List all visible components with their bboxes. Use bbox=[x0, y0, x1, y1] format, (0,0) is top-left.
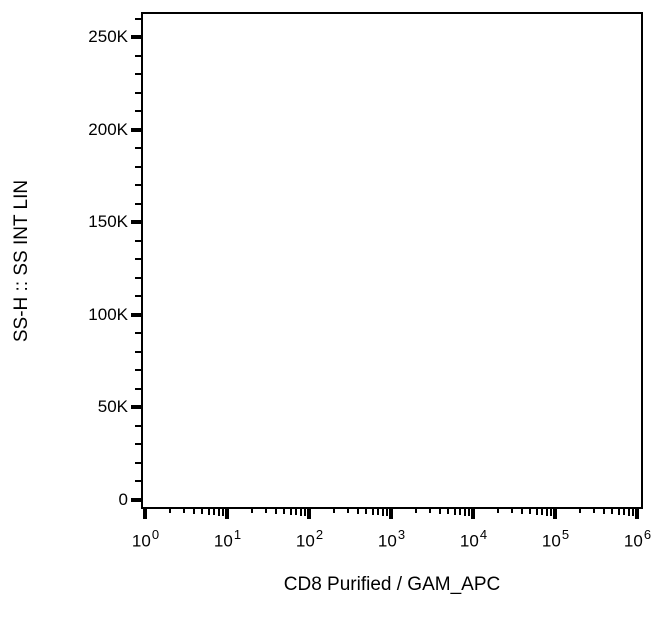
x-minor-tick bbox=[535, 509, 538, 515]
y-minor-tick bbox=[135, 350, 142, 353]
x-minor-tick bbox=[496, 509, 499, 513]
x-tick-label: 102 bbox=[295, 527, 324, 551]
y-tick-label: 150K bbox=[88, 212, 128, 232]
x-tick-label: 104 bbox=[459, 527, 488, 551]
y-tick-label: 100K bbox=[88, 304, 128, 324]
y-major-tick bbox=[131, 35, 142, 40]
x-minor-tick bbox=[275, 509, 278, 514]
x-minor-tick bbox=[218, 509, 221, 516]
y-minor-tick bbox=[135, 443, 142, 446]
x-minor-tick bbox=[357, 509, 360, 514]
y-minor-tick bbox=[135, 54, 142, 57]
x-minor-tick bbox=[213, 509, 216, 515]
x-major-tick bbox=[553, 507, 557, 519]
x-minor-tick bbox=[521, 509, 524, 514]
x-tick-label: 101 bbox=[213, 527, 242, 551]
x-minor-tick bbox=[628, 509, 631, 516]
x-minor-tick bbox=[453, 509, 456, 515]
x-minor-tick bbox=[447, 509, 450, 514]
x-minor-tick bbox=[371, 509, 374, 515]
y-minor-tick bbox=[135, 295, 142, 298]
x-minor-tick bbox=[550, 509, 553, 516]
y-minor-tick bbox=[135, 202, 142, 205]
x-minor-tick bbox=[593, 509, 596, 513]
x-major-tick bbox=[225, 507, 229, 519]
y-tick-label: 250K bbox=[88, 27, 128, 47]
x-minor-tick bbox=[377, 509, 380, 515]
x-minor-tick bbox=[546, 509, 549, 516]
y-major-tick bbox=[131, 312, 142, 317]
x-minor-tick bbox=[207, 509, 210, 515]
x-minor-tick bbox=[183, 509, 186, 513]
y-minor-tick bbox=[135, 110, 142, 113]
x-minor-tick bbox=[222, 509, 225, 516]
x-major-tick bbox=[307, 507, 311, 519]
x-minor-tick bbox=[541, 509, 544, 515]
y-minor-tick bbox=[135, 424, 142, 427]
x-minor-tick bbox=[300, 509, 303, 516]
y-major-tick bbox=[131, 127, 142, 132]
x-minor-tick bbox=[365, 509, 368, 514]
x-major-tick bbox=[143, 507, 147, 519]
x-minor-tick bbox=[386, 509, 389, 516]
y-minor-tick bbox=[135, 387, 142, 390]
x-tick-label: 106 bbox=[623, 527, 652, 551]
y-minor-tick bbox=[135, 461, 142, 464]
y-minor-tick bbox=[135, 276, 142, 279]
x-major-tick bbox=[471, 507, 475, 519]
y-minor-tick bbox=[135, 258, 142, 261]
x-minor-tick bbox=[439, 509, 442, 514]
x-major-tick bbox=[389, 507, 393, 519]
x-minor-tick bbox=[632, 509, 635, 516]
x-major-tick bbox=[635, 507, 639, 519]
y-minor-tick bbox=[135, 73, 142, 76]
x-tick-label: 105 bbox=[541, 527, 570, 551]
x-minor-tick bbox=[382, 509, 385, 516]
x-tick-label: 103 bbox=[377, 527, 406, 551]
x-minor-tick bbox=[347, 509, 350, 513]
x-minor-tick bbox=[168, 509, 171, 513]
x-axis-title: CD8 Purified / GAM_APC bbox=[283, 574, 501, 595]
x-minor-tick bbox=[193, 509, 196, 514]
y-minor-tick bbox=[135, 17, 142, 20]
x-tick-label: 100 bbox=[131, 527, 160, 551]
x-minor-tick bbox=[529, 509, 532, 514]
x-minor-tick bbox=[295, 509, 298, 515]
x-minor-tick bbox=[250, 509, 253, 513]
x-minor-tick bbox=[429, 509, 432, 513]
x-minor-tick bbox=[623, 509, 626, 515]
x-minor-tick bbox=[617, 509, 620, 515]
y-minor-tick bbox=[135, 165, 142, 168]
y-minor-tick bbox=[135, 91, 142, 94]
x-minor-tick bbox=[265, 509, 268, 513]
y-minor-tick bbox=[135, 480, 142, 483]
x-minor-tick bbox=[511, 509, 514, 513]
y-major-tick bbox=[131, 405, 142, 410]
x-minor-tick bbox=[414, 509, 417, 513]
y-minor-tick bbox=[135, 147, 142, 150]
y-minor-tick bbox=[135, 239, 142, 242]
x-minor-tick bbox=[332, 509, 335, 513]
y-major-tick bbox=[131, 220, 142, 225]
y-minor-tick bbox=[135, 184, 142, 187]
x-minor-tick bbox=[304, 509, 307, 516]
y-tick-label: 200K bbox=[88, 119, 128, 139]
y-minor-tick bbox=[135, 369, 142, 372]
y-minor-tick bbox=[135, 332, 142, 335]
x-minor-tick bbox=[578, 509, 581, 513]
x-minor-tick bbox=[289, 509, 292, 515]
y-tick-label: 50K bbox=[97, 397, 128, 417]
x-minor-tick bbox=[611, 509, 614, 514]
y-tick-label: 0 bbox=[118, 490, 128, 509]
x-minor-tick bbox=[603, 509, 606, 514]
x-minor-tick bbox=[464, 509, 467, 516]
x-minor-tick bbox=[201, 509, 204, 514]
x-minor-tick bbox=[283, 509, 286, 514]
y-major-tick bbox=[131, 498, 142, 502]
x-minor-tick bbox=[459, 509, 462, 515]
y-axis-title: SS-H :: SS INT LIN bbox=[11, 179, 32, 343]
x-minor-tick bbox=[468, 509, 471, 516]
